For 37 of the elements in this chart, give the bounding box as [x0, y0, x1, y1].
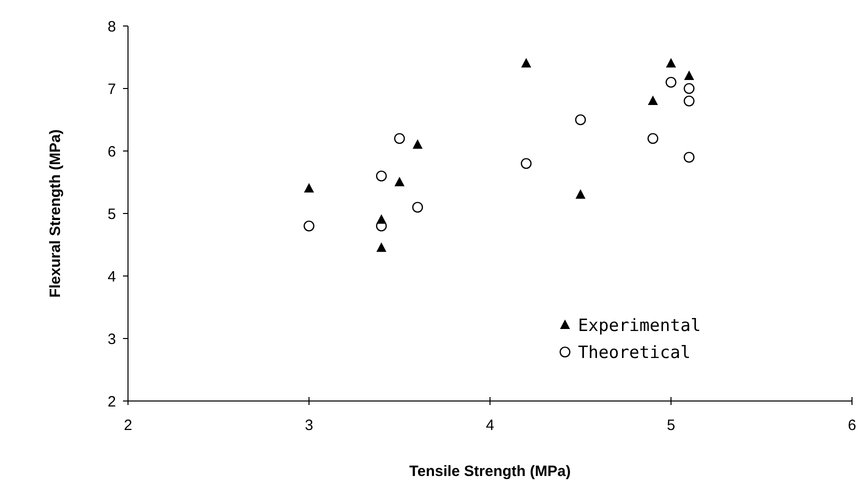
x-tick-label: 6	[848, 417, 856, 434]
point	[575, 114, 586, 126]
x-tick-label: 3	[304, 417, 314, 434]
point	[304, 183, 314, 192]
y-tick-label: 8	[108, 18, 116, 36]
y-tick-label: 6	[108, 143, 116, 160]
y-tick-label: 7	[108, 80, 116, 98]
point	[666, 58, 676, 68]
point	[412, 202, 423, 213]
point	[304, 220, 314, 232]
point	[684, 96, 694, 106]
point	[376, 170, 387, 182]
legend-label: Theoretical	[578, 342, 691, 363]
point	[394, 176, 404, 186]
y-axis-title: Flexural Strength (MPa)	[47, 129, 64, 298]
point	[576, 189, 586, 199]
point	[521, 58, 532, 68]
point	[520, 158, 532, 169]
point	[666, 76, 676, 88]
point	[684, 83, 694, 94]
point	[412, 139, 423, 149]
point	[376, 242, 386, 252]
y-tick-label: 2	[108, 393, 116, 410]
x-tick-label: 4	[486, 417, 494, 434]
point	[684, 152, 694, 163]
legend-label: Experimental	[578, 316, 701, 336]
point	[648, 96, 658, 105]
x-tick-label: 5	[666, 417, 676, 434]
x-tick-label: 2	[124, 417, 132, 434]
y-tick-label: 3	[108, 330, 116, 348]
point	[394, 133, 405, 144]
y-tick-label: 5	[108, 206, 116, 223]
point	[648, 133, 658, 144]
x-axis-title: Tensile Strength (MPa)	[409, 463, 571, 480]
point	[684, 70, 694, 80]
point	[376, 220, 387, 232]
y-tick-label: 4	[108, 268, 116, 286]
